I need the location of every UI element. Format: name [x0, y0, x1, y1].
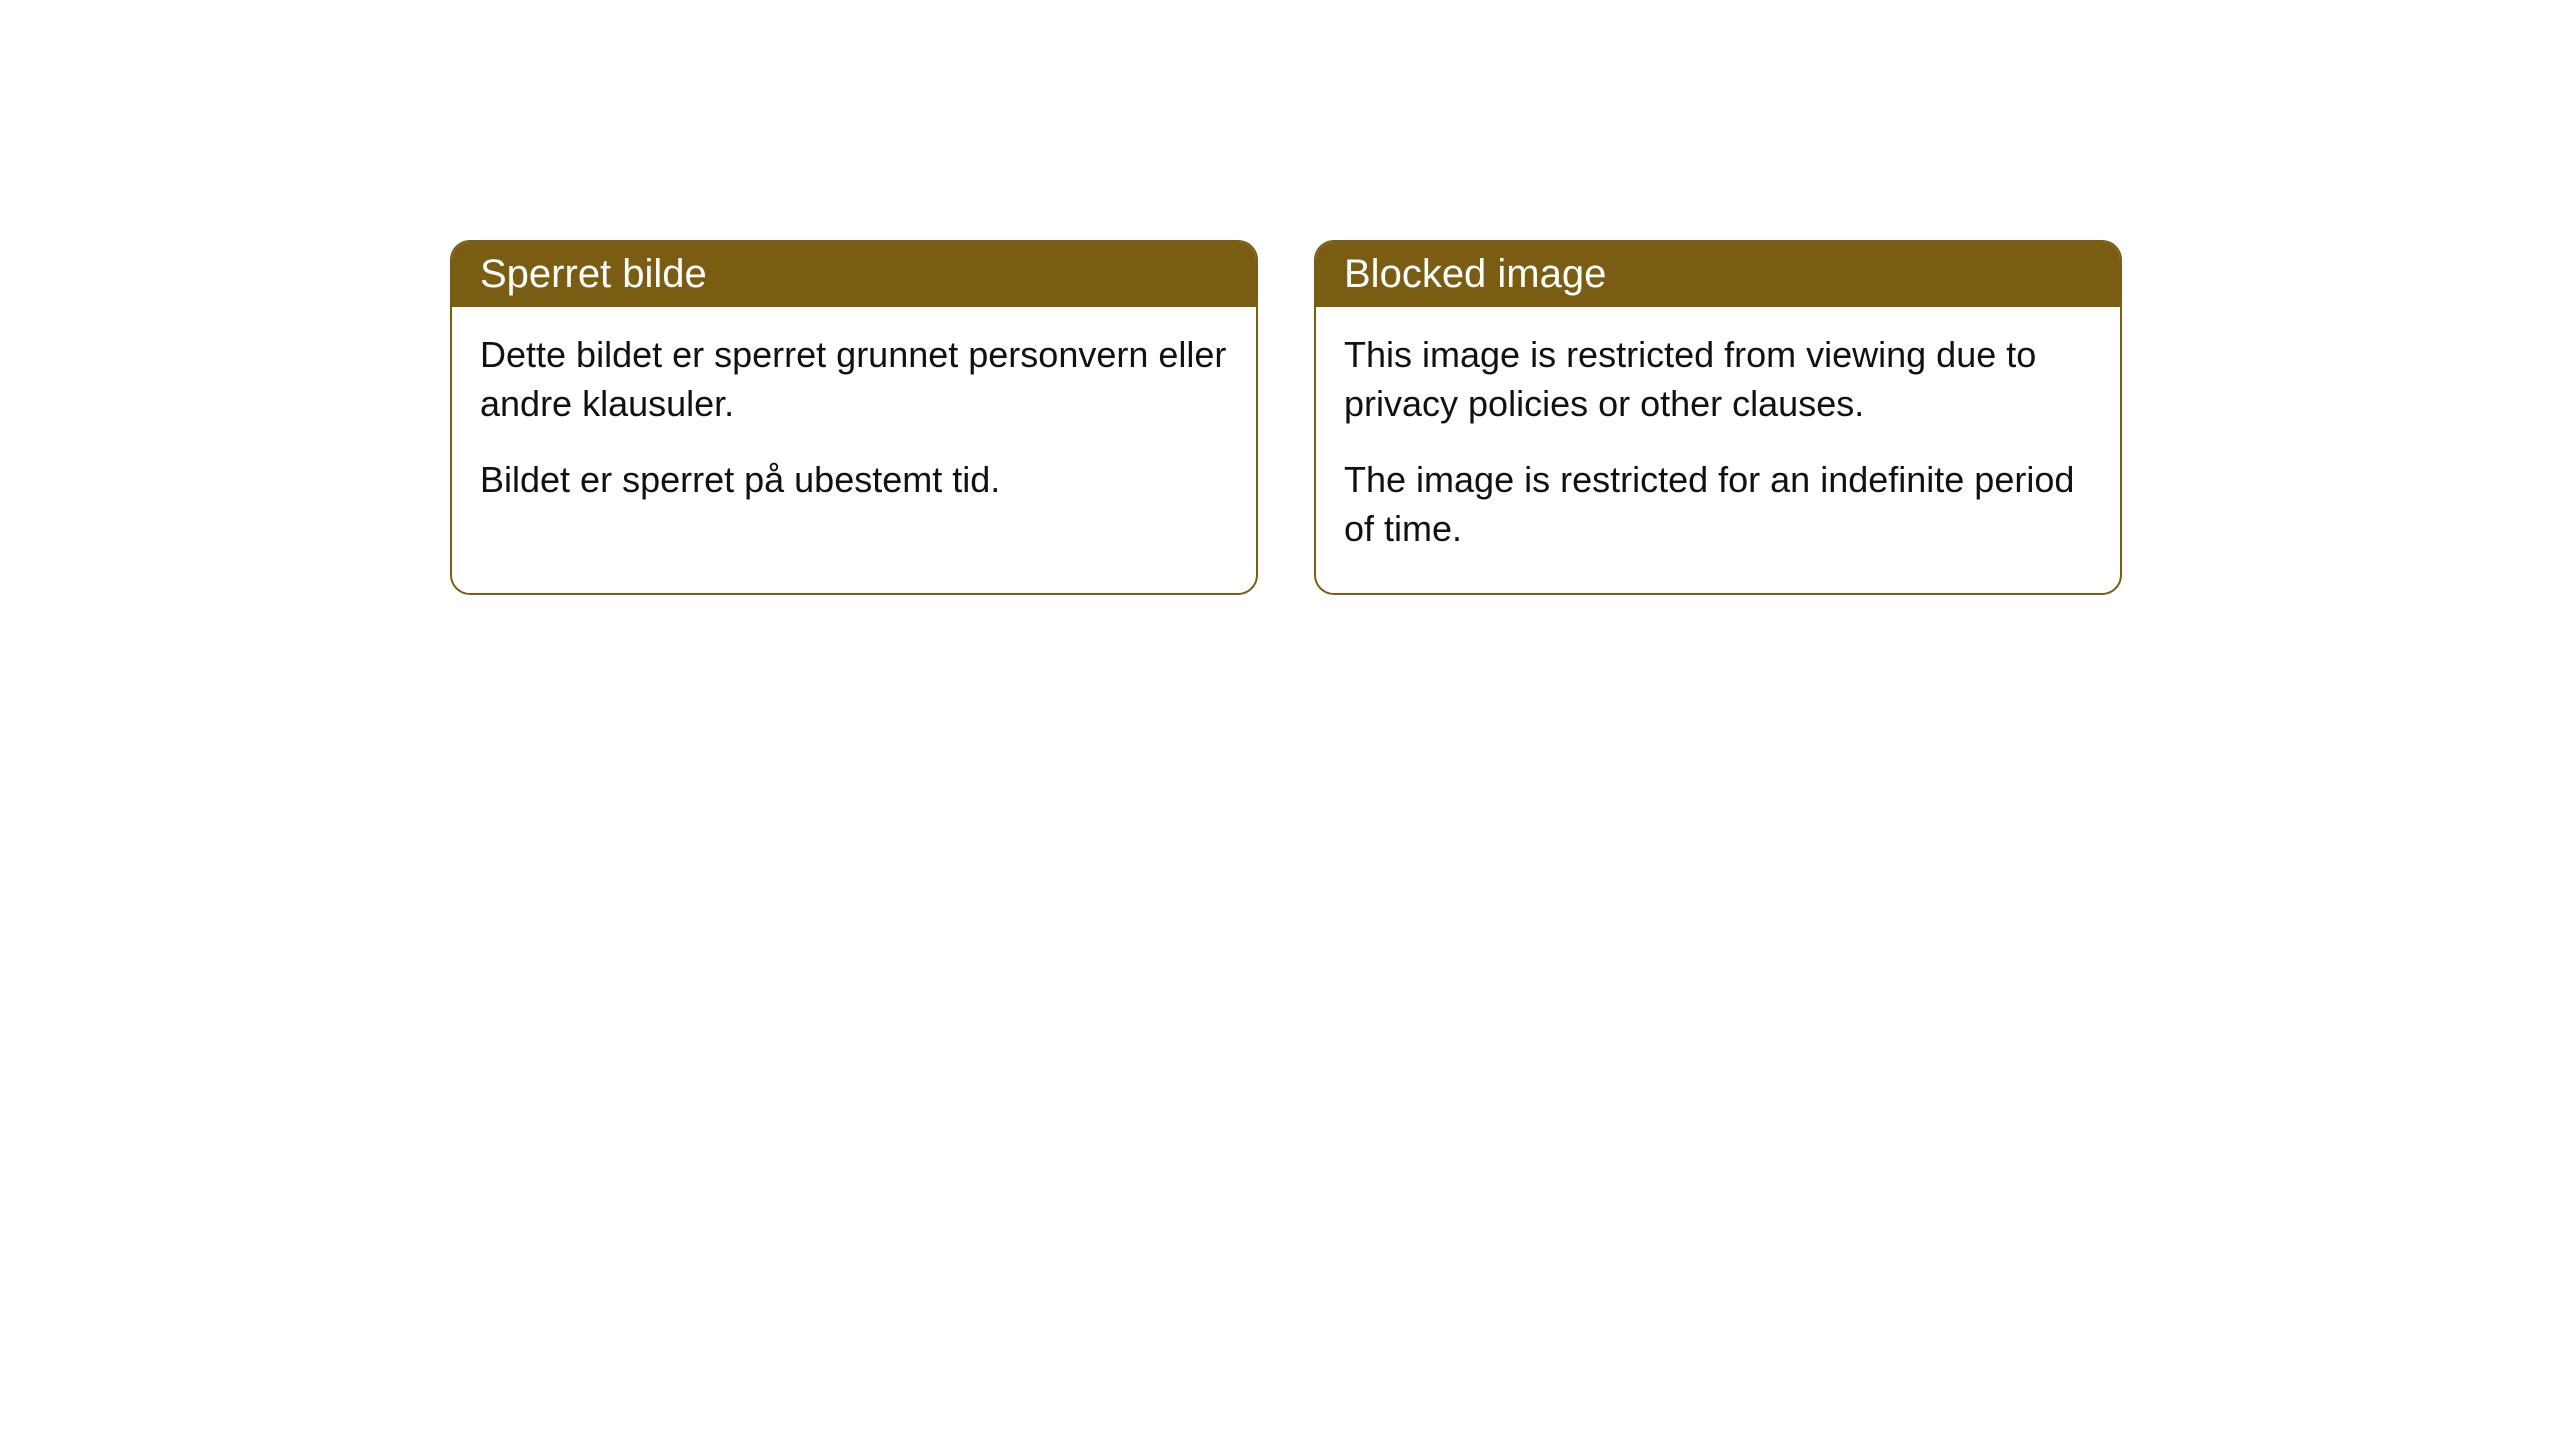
notice-paragraph: Bildet er sperret på ubestemt tid.: [480, 456, 1228, 505]
notice-card-body: Dette bildet er sperret grunnet personve…: [452, 307, 1256, 545]
notice-card-header: Blocked image: [1316, 242, 2120, 307]
notice-container: Sperret bilde Dette bildet er sperret gr…: [450, 240, 2122, 595]
notice-card-header: Sperret bilde: [452, 242, 1256, 307]
notice-card-en: Blocked image This image is restricted f…: [1314, 240, 2122, 595]
notice-paragraph: Dette bildet er sperret grunnet personve…: [480, 331, 1228, 428]
notice-paragraph: This image is restricted from viewing du…: [1344, 331, 2092, 428]
notice-card-no: Sperret bilde Dette bildet er sperret gr…: [450, 240, 1258, 595]
notice-card-title: Sperret bilde: [480, 252, 707, 296]
notice-card-title: Blocked image: [1344, 252, 1606, 296]
notice-paragraph: The image is restricted for an indefinit…: [1344, 456, 2092, 553]
notice-card-body: This image is restricted from viewing du…: [1316, 307, 2120, 593]
